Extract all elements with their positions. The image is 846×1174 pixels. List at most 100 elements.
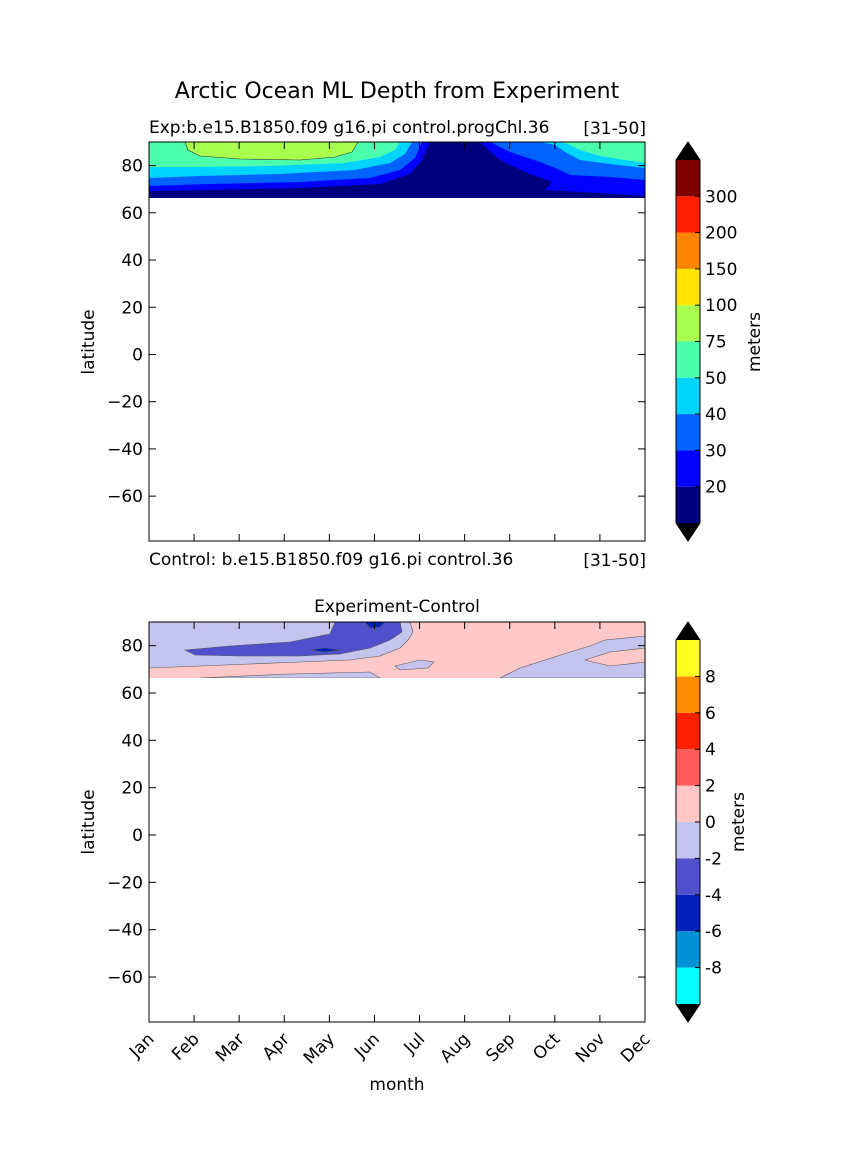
top-title-left: Exp:b.e15.B1850.f09 g16.pi control.progC… bbox=[149, 118, 549, 138]
control-subtitle-right: [31-50] bbox=[583, 551, 646, 571]
bottom-ytick-label: 60 bbox=[121, 684, 143, 704]
top-colorbar-level-label: 300 bbox=[705, 187, 737, 207]
bottom-ylabel: latitude bbox=[79, 789, 99, 854]
bottom-colorbar-level-label: -4 bbox=[705, 886, 722, 906]
bottom-ytick-label: −60 bbox=[107, 968, 143, 988]
top-colorbar-segment bbox=[676, 305, 700, 342]
top-ytick-label: 80 bbox=[121, 157, 143, 177]
top-colorbar-level-label: 100 bbox=[705, 296, 737, 316]
bottom-colorbar-level-label: 0 bbox=[705, 813, 716, 833]
bottom-colorbar-segment bbox=[676, 894, 700, 932]
top-colorbar-under-arrow bbox=[676, 523, 700, 541]
bottom-colorbar-level-label: -8 bbox=[705, 959, 722, 979]
bottom-colorbar-segment bbox=[676, 931, 700, 968]
top-colorbar-outline bbox=[675, 141, 701, 542]
figure-suptitle: Arctic Ocean ML Depth from Experiment bbox=[175, 79, 620, 104]
month-tick-label: Apr bbox=[259, 1029, 294, 1064]
bottom-colorbar-segment bbox=[676, 858, 700, 895]
top-colorbar-segment bbox=[676, 414, 700, 451]
bottom-ytick-label: 0 bbox=[132, 826, 143, 846]
bottom-band-neg4-2 bbox=[183, 622, 403, 657]
bottom-colorbar-segment bbox=[676, 712, 700, 750]
top-colorbar-label: meters bbox=[745, 312, 765, 372]
top-axes bbox=[148, 141, 646, 542]
bottom-colorbar: -8 -6 -4 -2 0 2 4 6 8 bbox=[675, 621, 722, 1023]
month-tick-label: Feb bbox=[168, 1029, 203, 1064]
bottom-colorbar-level-label: 6 bbox=[705, 704, 716, 724]
top-title-right: [31-50] bbox=[583, 119, 646, 139]
bottom-band-neg2-0-c bbox=[394, 659, 435, 671]
top-colorbar-level-label: 150 bbox=[705, 260, 737, 280]
top-ytick-label: −20 bbox=[107, 393, 143, 413]
top-colorbar-level-label: 40 bbox=[705, 405, 727, 425]
top-colorbar-segment bbox=[676, 160, 700, 197]
top-colorbar-segment bbox=[676, 341, 700, 378]
top-colorbar-segment bbox=[676, 486, 700, 523]
bottom-ytick-label: 40 bbox=[121, 731, 143, 751]
month-tick-label: Sep bbox=[482, 1029, 519, 1066]
top-y-ticks: 80 60 40 20 0 −20 −40 −60 bbox=[107, 157, 645, 507]
bottom-y-ticks: 80 60 40 20 0 −20 −40 −60 bbox=[107, 637, 645, 988]
bottom-ytick-label: 20 bbox=[121, 779, 143, 799]
month-tick-label: Mar bbox=[212, 1029, 249, 1066]
month-tick-label: Jan bbox=[125, 1029, 158, 1062]
top-colorbar: 20 30 40 50 75 100 150 200 300 bbox=[675, 141, 737, 542]
bottom-colorbar-level-label: 2 bbox=[705, 777, 716, 797]
bottom-panel: Control: b.e15.B1850.f09 g16.pi control.… bbox=[79, 550, 749, 1095]
bottom-ytick-label: −20 bbox=[107, 873, 143, 893]
bottom-colorbar-segment bbox=[676, 967, 700, 1004]
bottom-colorbar-segment bbox=[676, 749, 700, 786]
top-colorbar-level-label: 50 bbox=[705, 369, 727, 389]
bottom-band-neg6-4 bbox=[309, 622, 386, 653]
bottom-colorbar-level-label: -6 bbox=[705, 922, 722, 942]
bottom-colorbar-segment bbox=[676, 822, 700, 859]
top-panel: Exp:b.e15.B1850.f09 g16.pi control.progC… bbox=[79, 118, 765, 542]
month-tick-label: Oct bbox=[529, 1029, 564, 1064]
top-colorbar-level-label: 20 bbox=[705, 478, 727, 498]
bottom-colorbar-level-label: 4 bbox=[705, 740, 716, 760]
top-x-ticks bbox=[148, 142, 646, 541]
top-colorbar-over-arrow bbox=[676, 142, 700, 160]
top-contour-field bbox=[149, 142, 645, 198]
bottom-band-neg2-0-b bbox=[199, 671, 381, 678]
bottom-colorbar-under-arrow bbox=[676, 1004, 700, 1022]
control-subtitle-left: Control: b.e15.B1850.f09 g16.pi control.… bbox=[149, 550, 513, 570]
top-ytick-label: 60 bbox=[121, 204, 143, 224]
top-colorbar-segment bbox=[676, 232, 700, 269]
top-colorbar-segment bbox=[676, 450, 700, 487]
month-tick-label: Jun bbox=[350, 1029, 384, 1063]
bottom-axes bbox=[148, 621, 646, 1023]
bottom-band-neg2-0-d bbox=[499, 635, 645, 678]
top-band-100 bbox=[184, 142, 359, 161]
top-ylabel: latitude bbox=[79, 309, 99, 374]
bottom-colorbar-segment bbox=[676, 640, 700, 677]
bottom-band-neg2-0-e bbox=[583, 647, 645, 667]
bottom-xlabel: month bbox=[369, 1075, 424, 1095]
top-colorbar-level-label: 75 bbox=[705, 333, 727, 353]
top-colorbar-segment bbox=[676, 196, 700, 233]
month-tick-label: Nov bbox=[572, 1029, 610, 1067]
month-tick-label: Jul bbox=[400, 1029, 429, 1058]
top-colorbar-level-label: 200 bbox=[705, 224, 737, 244]
bottom-colorbar-segment bbox=[676, 785, 700, 822]
bottom-contour-field bbox=[149, 622, 645, 678]
bottom-ytick-label: 80 bbox=[121, 637, 143, 657]
top-ytick-label: 20 bbox=[121, 298, 143, 318]
top-colorbar-segment bbox=[676, 377, 700, 415]
top-ytick-label: 40 bbox=[121, 251, 143, 271]
top-ytick-label: 0 bbox=[132, 345, 143, 365]
bottom-colorbar-level-label: -2 bbox=[705, 849, 722, 869]
top-ytick-label: −60 bbox=[107, 487, 143, 507]
month-tick-label: May bbox=[300, 1029, 339, 1068]
month-tick-label: Aug bbox=[437, 1029, 475, 1067]
bottom-colorbar-over-arrow bbox=[676, 622, 700, 640]
bottom-ytick-label: −40 bbox=[107, 921, 143, 941]
top-ytick-label: −40 bbox=[107, 440, 143, 460]
top-colorbar-segment bbox=[676, 268, 700, 306]
bottom-colorbar-outline bbox=[675, 621, 701, 1023]
month-tick-label: Dec bbox=[617, 1029, 654, 1066]
bottom-title: Experiment-Control bbox=[314, 597, 480, 617]
bottom-colorbar-segment bbox=[676, 676, 700, 713]
top-colorbar-level-label: 30 bbox=[705, 441, 727, 461]
